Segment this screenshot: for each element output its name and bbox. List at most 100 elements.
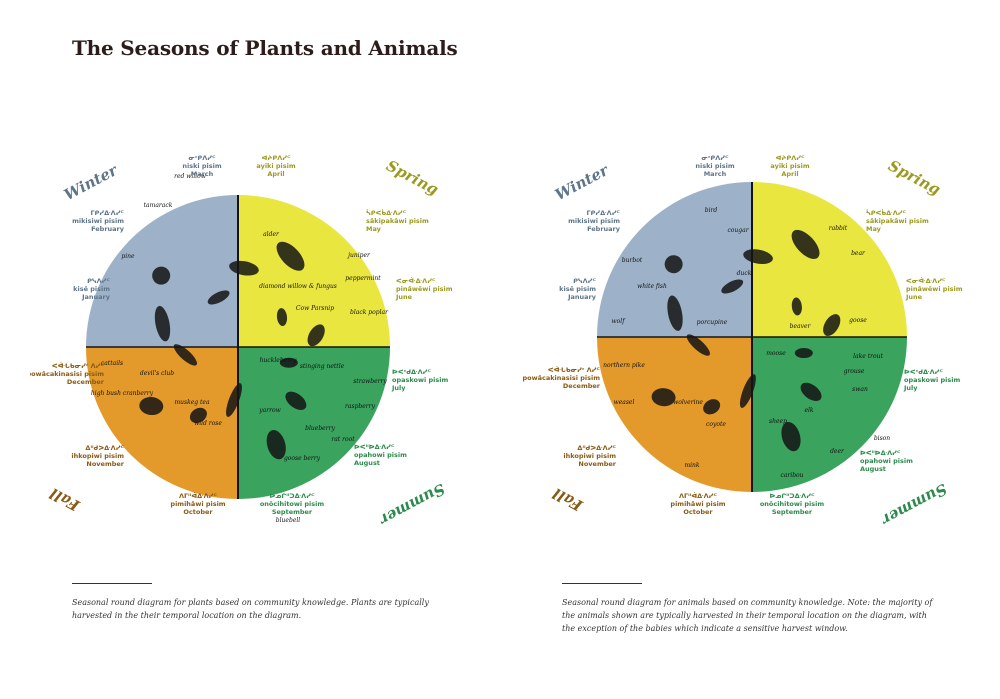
month-syllabics: ᐸᐚᒐᑲᓂᓯᐢ ᐱᓯᒼ xyxy=(52,362,105,370)
plants-label-wild-rose: wild rose xyxy=(194,420,222,427)
animals-caption-rule xyxy=(562,583,642,584)
month-syllabics: ᓵᑭᐸᑳᐏᐱᓯᒼ xyxy=(866,209,906,217)
plants-label-goose-berry: goose berry xyxy=(284,455,321,462)
month-cree-name: niski pisim xyxy=(695,162,735,170)
month-syllabics: ᑭᓭᐱᓯᒼ xyxy=(573,277,596,285)
plants-label-strawberry: strawberry xyxy=(353,378,387,385)
month-syllabics: ᒥᑭᓯᐏᐱᓯᒼ xyxy=(90,209,124,217)
plants-label-blueberry: blueberry xyxy=(305,425,335,432)
month-cree-name: ayiki pisim xyxy=(770,162,809,170)
plants-label-black-poplar: black poplar xyxy=(350,309,389,316)
season-label-winter: Winter xyxy=(552,161,612,204)
month-syllabics: ᐱᒥᐦᐋᐏᐱᓯᒼ xyxy=(679,492,717,500)
plants-label-raspberry: raspberry xyxy=(345,403,375,410)
animals-label-bear: bear xyxy=(851,250,866,257)
animals-label-caribou: caribou xyxy=(780,472,803,479)
plants-seasonal-wheel: tamarack red willow pine alder juniper pepper… xyxy=(30,154,453,530)
month-syllabics: ᐃᐦᑯᐳᐏᐱᓯᒼ xyxy=(577,444,616,452)
month-cree-name: opaskowi pisim xyxy=(904,376,960,384)
plants-label-yarrow: yarrow xyxy=(258,407,281,414)
season-label-spring: Spring xyxy=(383,156,441,198)
animals-label-deer: deer xyxy=(830,448,845,455)
animals-fall-quadrant xyxy=(597,337,752,492)
plants-label-muskeg-tea: muskeg tea xyxy=(174,399,210,406)
month-syllabics: ᓵᑭᐸᑳᐏᐱᓯᒼ xyxy=(366,209,406,217)
animals-seasonal-wheel: bird cougar rabbit burbot duck bear white fish… xyxy=(522,154,963,530)
month-cree-name: opahowi pisim xyxy=(354,451,407,459)
month-syllabics: ᐅᐸᐦᐅᐏᐱᓯᒼ xyxy=(354,443,395,451)
month-cree-name: onôcihitowi pisim xyxy=(760,500,825,508)
animals-label-elk: elk xyxy=(804,407,813,414)
month-syllabics: ᐊᔨᑭᐱᓯᒼ xyxy=(261,154,291,162)
month-syllabics: ᓂᐢᑭᐱᓯᒼ xyxy=(701,154,729,162)
animals-label-bison: bison xyxy=(874,435,890,442)
month-cree-name: pinâwêwi pisim xyxy=(906,285,963,293)
month-english-name: May xyxy=(366,225,382,233)
month-english-name: December xyxy=(563,382,601,390)
month-english-name: November xyxy=(578,460,616,468)
animals-label-wolverine: wolverine xyxy=(673,399,703,406)
month-english-name: April xyxy=(267,170,284,178)
animals-spring-quadrant xyxy=(752,182,907,337)
month-english-name: October xyxy=(683,508,713,516)
plants-label-pine: pine xyxy=(121,253,135,260)
month-syllabics: ᐅᓄᒋᐦᑐᐏᐱᓯᒼ xyxy=(269,492,314,500)
season-label-fall: Fall xyxy=(47,484,84,515)
plants-label-juniper: juniper xyxy=(346,252,371,259)
month-english-name: September xyxy=(272,508,313,516)
month-cree-name: mikisiwi pisim xyxy=(72,217,124,225)
month-syllabics: ᓂᐢᑭᐱᓯᒼ xyxy=(188,154,216,162)
plants-summer-quadrant xyxy=(238,347,390,499)
month-syllabics: ᐸᓂᐚᐏᐱᓯᒼ xyxy=(396,277,436,285)
animals-label-lake-trout: lake trout xyxy=(853,353,883,360)
month-cree-name: pimihâwi pisim xyxy=(170,500,225,508)
month-english-name: August xyxy=(860,465,886,473)
plants-spring-quadrant xyxy=(238,195,390,347)
month-english-name: January xyxy=(567,293,597,301)
month-english-name: December xyxy=(67,378,105,386)
month-english-name: November xyxy=(86,460,124,468)
month-cree-name: ayiki pisim xyxy=(256,162,295,170)
plants-silhouette-artwork xyxy=(86,195,390,499)
month-english-name: March xyxy=(191,170,214,178)
animals-label-sheep: sheep xyxy=(769,418,787,425)
plants-label-devil-s-club: devil's club xyxy=(140,370,174,377)
month-syllabics: ᐅᐸᐢᑯᐏᐱᓯᒼ xyxy=(904,368,943,376)
animals-label-northern-pike: northern pike xyxy=(603,362,645,369)
season-label-winter: Winter xyxy=(61,161,121,204)
month-cree-name: powâcakinasisi pisim xyxy=(30,370,104,378)
month-cree-name: niski pisim xyxy=(182,162,222,170)
animals-label-bird: bird xyxy=(705,207,718,214)
month-cree-name: ihkopiwi pisim xyxy=(71,452,124,460)
month-syllabics: ᑭᓭᐱᓯᒼ xyxy=(87,277,110,285)
plants-caption-rule xyxy=(72,583,152,584)
plants-label-rat-root: rat root xyxy=(331,436,355,443)
animals-label-duck: duck xyxy=(737,270,752,277)
animals-label-weasel: weasel xyxy=(614,399,635,406)
animals-label-cougar: cougar xyxy=(727,227,749,234)
animals-label-porcupine: porcupine xyxy=(697,319,728,326)
animals-silhouette-artwork xyxy=(597,182,907,492)
month-english-name: April xyxy=(781,170,798,178)
animals-caption: Seasonal round diagram for animals based… xyxy=(562,598,933,633)
month-cree-name: powâcakinasisi pisim xyxy=(522,374,600,382)
month-english-name: May xyxy=(866,225,882,233)
month-english-name: June xyxy=(395,293,413,301)
month-english-name: September xyxy=(772,508,813,516)
